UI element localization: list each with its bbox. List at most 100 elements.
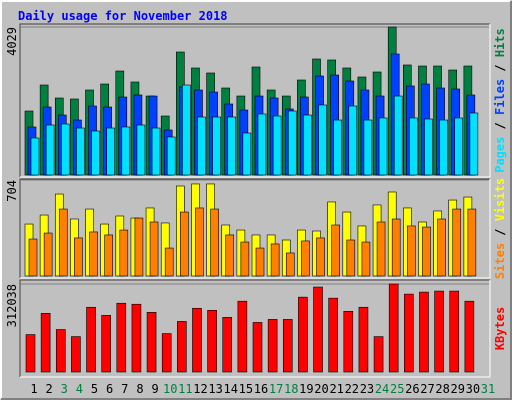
bar xyxy=(419,291,429,373)
x-tick-label: 17 xyxy=(269,382,283,396)
bar xyxy=(151,127,161,176)
bar xyxy=(101,315,111,373)
bar xyxy=(391,218,401,277)
bar xyxy=(316,237,325,277)
bar xyxy=(222,317,233,373)
bar xyxy=(361,241,371,277)
chart-title: Daily usage for November 2018 xyxy=(18,9,228,23)
x-tick-label: 23 xyxy=(360,382,374,396)
bar xyxy=(313,286,323,373)
legend-entry: Pages xyxy=(493,137,507,173)
bar xyxy=(43,232,53,277)
bar xyxy=(452,208,462,277)
legend: KBytes xyxy=(493,307,507,350)
x-tick-label: 12 xyxy=(193,382,207,396)
bar xyxy=(331,224,340,277)
x-tick-label: 22 xyxy=(345,382,359,396)
bar xyxy=(30,137,40,176)
bar xyxy=(255,247,265,277)
bar xyxy=(343,311,354,373)
bar xyxy=(45,124,55,176)
panel-border-dark xyxy=(19,23,490,177)
bar xyxy=(318,104,327,176)
x-tick-label: 1 xyxy=(30,382,37,396)
bar xyxy=(60,123,70,176)
bar xyxy=(210,208,219,277)
bar xyxy=(146,312,157,373)
bar xyxy=(404,293,414,373)
x-tick-label: 11 xyxy=(178,382,192,396)
legend: Pages / Files / Hits xyxy=(493,28,507,173)
bar xyxy=(282,319,293,373)
x-tick-label: 14 xyxy=(224,382,238,396)
bar xyxy=(434,290,444,373)
bar xyxy=(195,207,204,277)
x-tick-label: 25 xyxy=(390,382,404,396)
legend-separator: / xyxy=(493,115,507,137)
bar xyxy=(373,336,384,373)
x-tick-label: 21 xyxy=(329,382,343,396)
bar xyxy=(166,136,176,176)
x-tick-label: 5 xyxy=(91,382,98,396)
bar xyxy=(119,229,129,277)
bar xyxy=(164,247,174,277)
x-tick-label: 19 xyxy=(299,382,313,396)
x-tick-label: 30 xyxy=(466,382,480,396)
bar xyxy=(439,119,448,176)
bar xyxy=(55,329,66,373)
bar xyxy=(376,221,386,277)
x-tick-label: 16 xyxy=(254,382,268,396)
bar xyxy=(86,306,96,373)
bar xyxy=(301,240,310,277)
bar xyxy=(76,127,85,176)
bar xyxy=(242,132,252,176)
bar xyxy=(285,252,295,277)
x-tick-label: 6 xyxy=(106,382,113,396)
bar xyxy=(454,117,464,176)
x-tick-label: 4 xyxy=(76,382,83,396)
bar xyxy=(71,336,81,373)
bar xyxy=(104,234,113,277)
bar xyxy=(197,116,206,176)
bar xyxy=(348,105,358,176)
legend: Sites / Visits xyxy=(493,178,507,279)
bar xyxy=(424,118,433,176)
bar xyxy=(225,234,235,277)
x-tick-label: 20 xyxy=(314,382,328,396)
bar xyxy=(252,322,263,373)
bar xyxy=(464,300,475,373)
bar xyxy=(74,237,83,277)
x-tick-label: 7 xyxy=(121,382,128,396)
bar xyxy=(388,283,399,373)
bar xyxy=(28,238,38,277)
bar xyxy=(161,333,172,373)
y-tick-label: 312038 xyxy=(5,284,19,327)
bar xyxy=(58,208,68,277)
bar xyxy=(182,84,191,176)
x-tick-label: 18 xyxy=(284,382,298,396)
bar xyxy=(134,217,144,277)
x-tick-label: 24 xyxy=(375,382,389,396)
legend-entry: KBytes xyxy=(493,307,507,350)
bar xyxy=(437,218,446,277)
panel-border-light xyxy=(20,24,491,178)
bar xyxy=(467,208,477,277)
x-tick-label: 9 xyxy=(151,382,158,396)
bar xyxy=(303,114,312,176)
bar xyxy=(422,226,431,277)
bar xyxy=(149,221,159,277)
bar xyxy=(212,116,221,176)
panel-border-dark xyxy=(19,279,490,377)
bar xyxy=(346,239,356,277)
panel-border-dark xyxy=(19,178,490,278)
y-tick-label: 704 xyxy=(5,180,19,202)
bar xyxy=(333,119,342,176)
bar xyxy=(298,296,308,373)
bar xyxy=(358,306,369,373)
bar xyxy=(328,297,338,373)
x-tick-label: 15 xyxy=(239,382,253,396)
